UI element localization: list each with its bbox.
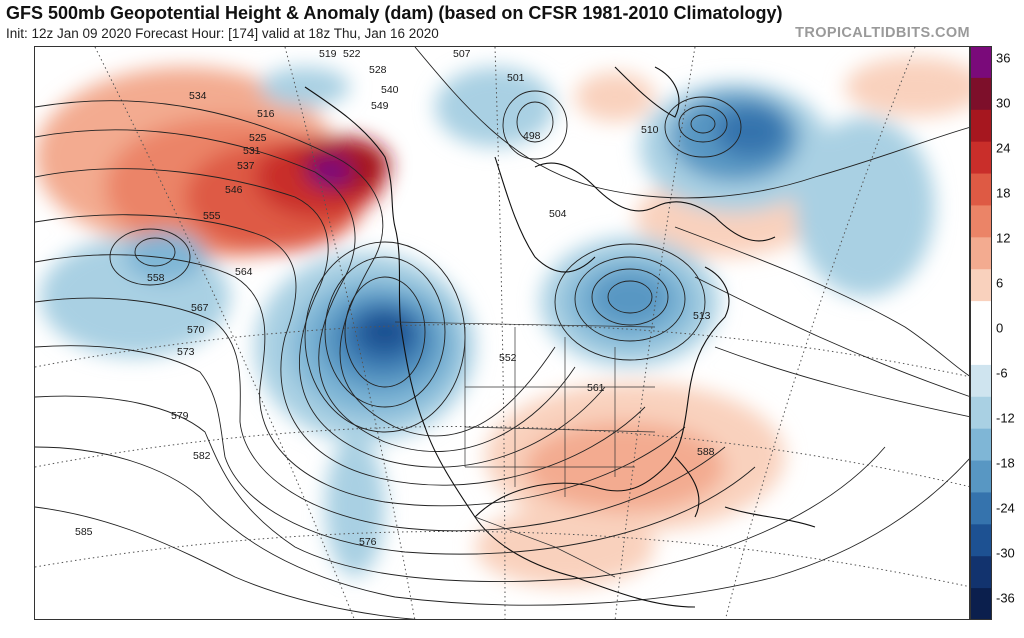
contour-label: 504: [549, 208, 567, 220]
contour-label: 582: [193, 450, 211, 462]
colorbar-label: 18: [996, 185, 1011, 201]
contour-label: 528: [369, 64, 387, 76]
contour-label: 510: [641, 124, 659, 136]
colorbar-label: 30: [996, 95, 1011, 111]
contour-label: 531: [243, 145, 261, 157]
colorbar-swatch: [970, 269, 992, 302]
colorbar-swatches: [970, 46, 992, 620]
contour-label: 555: [203, 210, 221, 222]
colorbar-swatch: [970, 492, 992, 525]
colorbar-swatch: [970, 524, 992, 557]
contour-label: 546: [225, 184, 243, 196]
map-panel: 534 519 522 507 528 516 525 531 537 540 …: [34, 46, 970, 620]
contour-label: 540: [381, 84, 399, 96]
coastlines: [304, 66, 816, 608]
contour-label: 567: [191, 302, 209, 314]
header: GFS 500mb Geopotential Height & Anomaly …: [0, 0, 1024, 46]
contour-labels: 534 519 522 507 528 516 525 531 537 540 …: [75, 48, 715, 548]
anomaly-shading: [35, 57, 969, 587]
colorbar-swatch: [970, 237, 992, 270]
colorbar-label: 0: [996, 320, 1004, 336]
contour-label: 507: [453, 48, 471, 60]
contour-label: 564: [235, 266, 253, 278]
contour-label: 573: [177, 346, 195, 358]
colorbar-swatch: [970, 588, 992, 620]
map-canvas: 534 519 522 507 528 516 525 531 537 540 …: [35, 47, 969, 619]
contour-label: 576: [359, 536, 377, 548]
colorbar-frame: [970, 46, 992, 620]
colorbar-label: -36: [996, 590, 1015, 606]
contour-label: 537: [237, 160, 255, 172]
colorbar-swatch: [970, 173, 992, 207]
colorbar-swatch: [970, 301, 992, 334]
colorbar-swatch: [970, 428, 992, 462]
contour-label: 579: [171, 410, 189, 422]
colorbar-swatch: [970, 460, 992, 494]
map-title: GFS 500mb Geopotential Height & Anomaly …: [6, 3, 783, 23]
colorbar-label: -24: [996, 500, 1015, 516]
colorbar-label: -30: [996, 545, 1015, 561]
contour-label: 525: [249, 132, 267, 144]
colorbar-swatch: [970, 141, 992, 175]
colorbar-label: 36: [996, 50, 1011, 66]
political-borders: [394, 321, 656, 578]
contour-label: 552: [499, 352, 517, 364]
colorbar-label: -12: [996, 410, 1015, 426]
contour-label: 549: [371, 100, 389, 112]
colorbar-label: 6: [996, 275, 1004, 291]
colorbar-label: 12: [996, 230, 1011, 246]
map-subtitle: Init: 12z Jan 09 2020 Forecast Hour: [17…: [6, 26, 439, 41]
colorbar-label: -6: [996, 365, 1008, 381]
contour-label: 513: [693, 310, 711, 322]
contour-label: 570: [187, 324, 205, 336]
colorbar-label: 24: [996, 140, 1011, 156]
contour-label: 498: [523, 130, 541, 142]
graticule: [35, 47, 969, 619]
colorbar-swatch: [970, 333, 992, 366]
colorbar-labels: 36 30 24 18 12 6 0 -6 -12 -18 -24 -30 -36: [994, 46, 1024, 620]
colorbar-swatch: [970, 556, 992, 589]
contour-label: 588: [697, 446, 715, 458]
contour-label: 585: [75, 526, 93, 538]
contour-label: 519: [319, 48, 337, 60]
brand-watermark: TROPICALTIDBITS.COM: [795, 25, 970, 41]
contour-label: 561: [587, 382, 605, 394]
contour-label: 558: [147, 272, 165, 284]
colorbar-swatch: [970, 205, 992, 238]
colorbar-swatch: [970, 77, 992, 111]
colorbar: [970, 46, 992, 620]
contour-label: 522: [343, 48, 361, 60]
colorbar-swatch: [970, 364, 992, 398]
contour-label: 534: [189, 90, 207, 102]
contour-label: 516: [257, 108, 275, 120]
colorbar-swatch: [970, 46, 992, 79]
colorbar-swatch: [970, 109, 992, 143]
contour-label: 501: [507, 72, 525, 84]
colorbar-label: -18: [996, 455, 1015, 471]
height-contours: [35, 47, 969, 619]
colorbar-swatch: [970, 396, 992, 430]
